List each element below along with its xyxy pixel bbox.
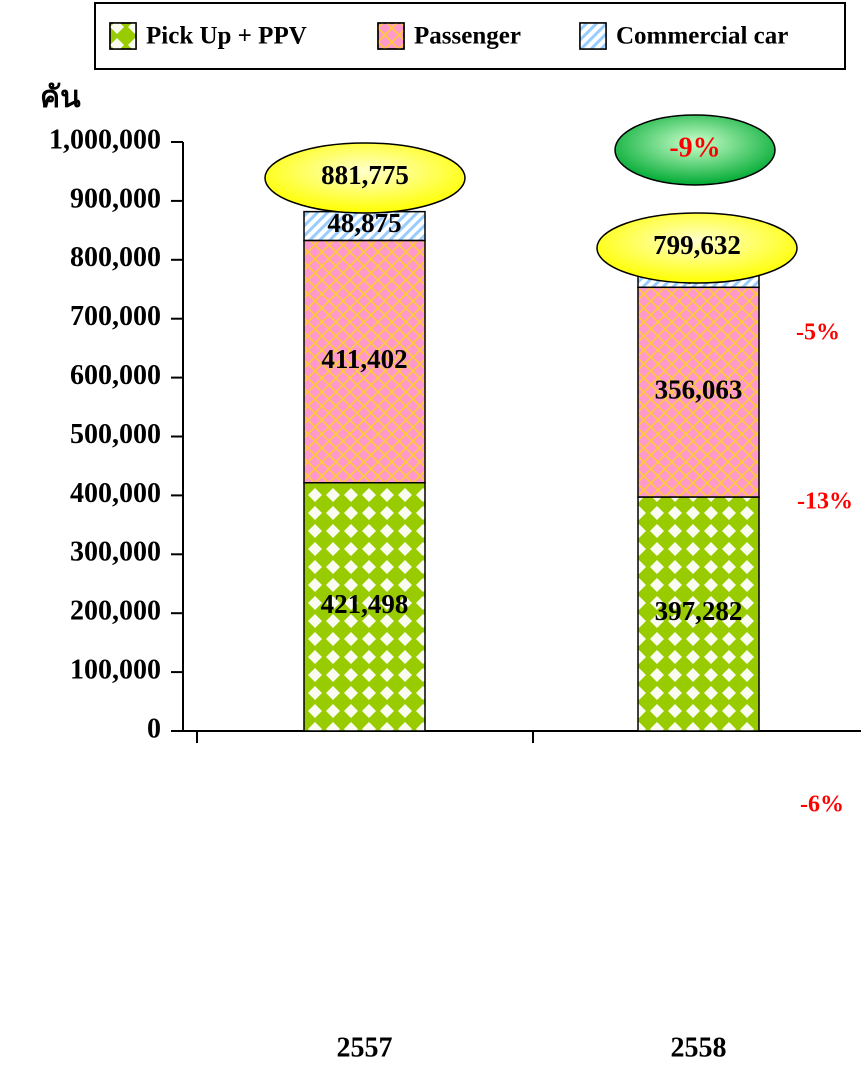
bar-segment-pattern — [637, 496, 760, 732]
annotation-ellipse — [596, 212, 798, 284]
y-axis-label: คัน — [40, 81, 81, 114]
x-tick-label: 2558 — [671, 1032, 727, 1063]
y-tick-label: 300,000 — [70, 537, 161, 568]
annotation-ellipse — [614, 114, 776, 186]
annotation: 881,775 — [321, 160, 409, 190]
bar-segment-pattern — [303, 481, 426, 732]
y-tick-label: 800,000 — [70, 242, 161, 273]
data-label: 397,282 — [655, 596, 743, 626]
annotation: -6% — [800, 792, 844, 818]
y-tick-label: 1,000,000 — [49, 124, 161, 155]
legend-swatch-pattern — [579, 22, 607, 50]
legend-box — [94, 2, 846, 70]
annotation: -9% — [669, 132, 720, 163]
annotation: -13% — [797, 489, 853, 515]
data-label: 411,402 — [321, 344, 407, 374]
data-label: 421,498 — [321, 589, 409, 619]
y-tick-label: 200,000 — [70, 596, 161, 627]
x-tick-label: 2557 — [337, 1032, 393, 1063]
y-tick-label: 600,000 — [70, 360, 161, 391]
y-tick-label: 500,000 — [70, 419, 161, 450]
bar-segment-pattern — [637, 286, 760, 498]
legend-swatch-pattern — [377, 22, 405, 50]
annotation-ellipse — [264, 142, 466, 214]
y-tick-label: 0 — [147, 713, 161, 744]
y-tick-label: 400,000 — [70, 478, 161, 509]
annotation: -5% — [796, 320, 840, 346]
annotation: 799,632 — [653, 230, 741, 260]
legend-label: Passenger — [414, 23, 521, 50]
bar-segment-pattern — [303, 239, 426, 484]
data-label: 356,063 — [655, 374, 743, 404]
legend-label: Pick Up + PPV — [146, 23, 307, 50]
legend-swatch-pattern — [109, 22, 137, 50]
y-tick-label: 700,000 — [70, 301, 161, 332]
bar-segment-pattern — [303, 210, 426, 242]
y-tick-label: 100,000 — [70, 655, 161, 686]
legend-label: Commercial car — [616, 23, 788, 50]
y-tick-label: 900,000 — [70, 183, 161, 214]
